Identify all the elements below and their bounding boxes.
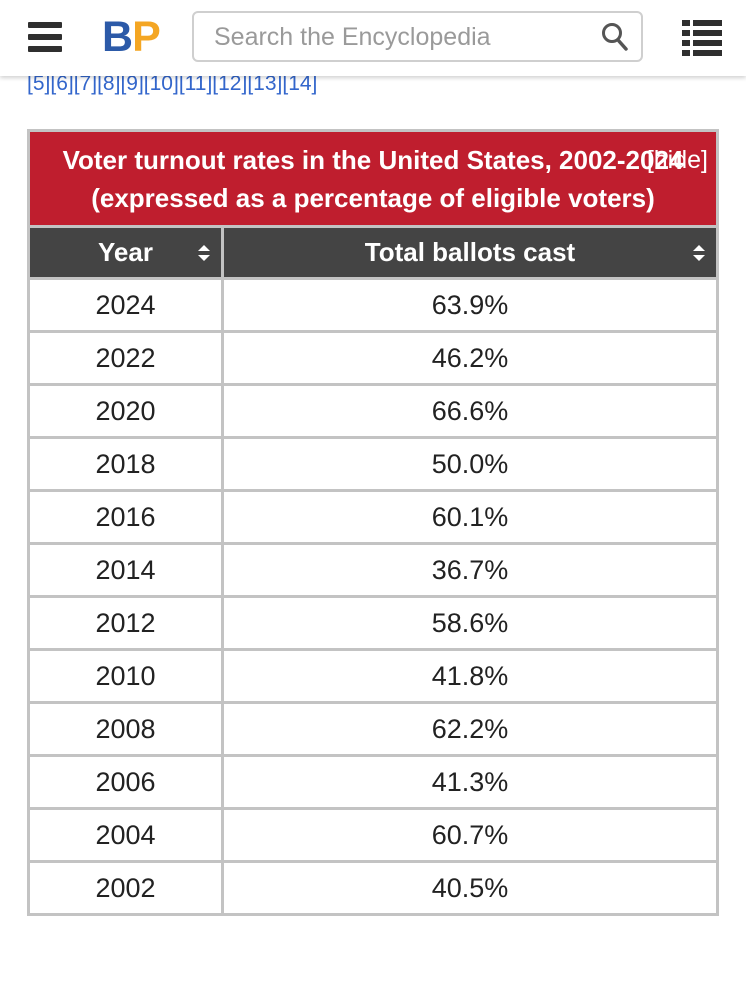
sort-icon [198,245,210,261]
turnout-table-container: Voter turnout rates in the United States… [27,129,719,916]
table-row: 2020 66.6% [27,383,719,439]
table-row: 2010 41.8% [27,648,719,704]
year-cell: 2010 [27,648,224,704]
ballotpedia-logo[interactable]: BP [102,12,161,62]
menu-icon-line [28,46,62,52]
table-caption-text: Voter turnout rates in the United States… [62,145,684,213]
toc-line [693,50,722,56]
table-of-contents-icon[interactable] [682,20,724,56]
turnout-cell: 66.6% [221,383,719,439]
toc-bullet [682,50,690,56]
logo-letter-p: P [132,13,161,61]
ref-link[interactable]: [13] [247,72,283,95]
ref-link[interactable]: [12] [212,72,248,95]
year-cell: 2014 [27,542,224,598]
year-cell: 2016 [27,489,224,545]
search-box [192,11,643,62]
ref-link[interactable]: [11] [178,72,213,95]
column-header-year[interactable]: Year [27,225,224,280]
voter-turnout-table: Voter turnout rates in the United States… [27,129,719,916]
toc-line [693,20,722,26]
table-row: 2016 60.1% [27,489,719,545]
turnout-cell: 63.9% [221,277,719,333]
column-header-total-ballots[interactable]: Total ballots cast [221,225,719,280]
turnout-cell: 40.5% [221,860,719,916]
table-row: 2014 36.7% [27,542,719,598]
ref-link[interactable]: [10] [143,72,179,95]
toc-line [693,40,722,46]
menu-icon-line [28,22,62,28]
search-icon[interactable] [601,22,629,52]
hide-toggle[interactable]: [hide] [646,146,708,174]
ref-link[interactable]: [5] [27,72,51,95]
year-cell: 2024 [27,277,224,333]
ref-link[interactable]: [8] [97,72,121,95]
year-cell: 2022 [27,330,224,386]
table-row: 2024 63.9% [27,277,719,333]
toc-bullet [682,20,690,26]
column-header-label: Year [98,237,153,267]
toc-bullet [682,40,690,46]
turnout-cell: 62.2% [221,701,719,757]
table-row: 2012 58.6% [27,595,719,651]
menu-icon-line [28,34,62,40]
turnout-cell: 41.8% [221,648,719,704]
table-row: 2018 50.0% [27,436,719,492]
ref-link[interactable]: [7] [73,72,98,95]
turnout-cell: 36.7% [221,542,719,598]
table-caption: Voter turnout rates in the United States… [27,129,719,228]
year-cell: 2012 [27,595,224,651]
year-cell: 2006 [27,754,224,810]
ref-link[interactable]: [6] [50,72,74,95]
toc-bullet [682,30,690,36]
year-cell: 2004 [27,807,224,863]
ref-link[interactable]: [14] [282,72,318,95]
top-header: BP [0,0,746,76]
table-row: 2022 46.2% [27,330,719,386]
turnout-cell: 58.6% [221,595,719,651]
reference-links: [5][6][7][8][9][10][11][12][13][14] [27,72,317,96]
menu-icon[interactable] [28,20,64,54]
turnout-cell: 60.7% [221,807,719,863]
year-cell: 2018 [27,436,224,492]
search-input[interactable] [214,21,594,53]
logo-letter-b: B [102,13,133,61]
table-row: 2006 41.3% [27,754,719,810]
turnout-cell: 41.3% [221,754,719,810]
table-row: 2004 60.7% [27,807,719,863]
column-header-label: Total ballots cast [364,237,576,267]
turnout-cell: 60.1% [221,489,719,545]
year-cell: 2020 [27,383,224,439]
turnout-cell: 46.2% [221,330,719,386]
year-cell: 2008 [27,701,224,757]
year-cell: 2002 [27,860,224,916]
table-row: 2008 62.2% [27,701,719,757]
toc-line [693,30,722,36]
table-body: 2024 63.9% 2022 46.2% 2020 66.6% 2018 50.0% 2016… [27,277,719,916]
turnout-cell: 50.0% [221,436,719,492]
ref-link[interactable]: [9] [120,72,144,95]
sort-icon [693,245,705,261]
table-row: 2002 40.5% [27,860,719,916]
